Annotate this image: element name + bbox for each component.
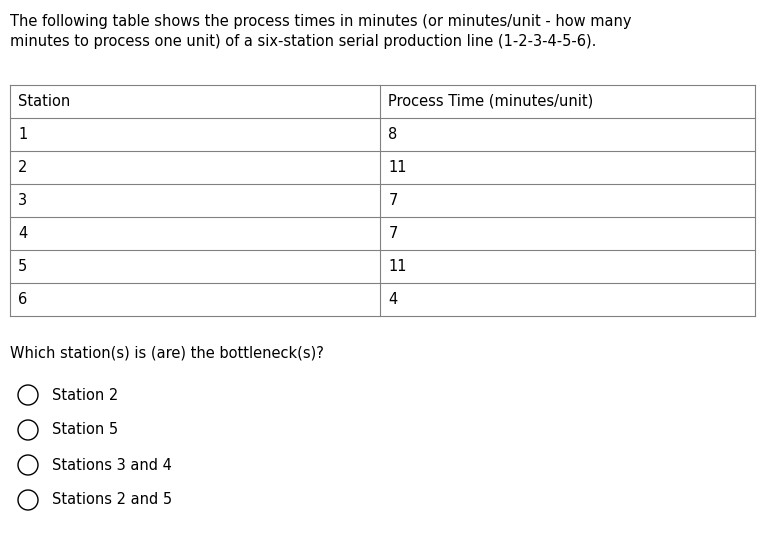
Text: Stations 2 and 5: Stations 2 and 5 — [52, 493, 172, 508]
Text: Station 2: Station 2 — [52, 387, 119, 402]
Text: 4: 4 — [388, 292, 398, 307]
Text: 1: 1 — [18, 127, 27, 142]
Text: 2: 2 — [18, 160, 27, 175]
Text: 5: 5 — [18, 259, 27, 274]
Text: 11: 11 — [388, 160, 407, 175]
Text: Process Time (minutes/unit): Process Time (minutes/unit) — [388, 94, 594, 109]
Text: The following table shows the process times in minutes (or minutes/unit - how ma: The following table shows the process ti… — [10, 14, 632, 29]
Text: 11: 11 — [388, 259, 407, 274]
Text: Stations 3 and 4: Stations 3 and 4 — [52, 457, 172, 472]
Text: 6: 6 — [18, 292, 27, 307]
Text: 4: 4 — [18, 226, 27, 241]
Text: Station 5: Station 5 — [52, 423, 118, 438]
Text: 3: 3 — [18, 193, 27, 208]
Text: 8: 8 — [388, 127, 398, 142]
Text: minutes to process one unit) of a six-station serial production line (1-2-3-4-5-: minutes to process one unit) of a six-st… — [10, 34, 597, 49]
Text: Station: Station — [18, 94, 71, 109]
Text: Which station(s) is (are) the bottleneck(s)?: Which station(s) is (are) the bottleneck… — [10, 345, 324, 360]
Text: 7: 7 — [388, 226, 398, 241]
Text: 7: 7 — [388, 193, 398, 208]
